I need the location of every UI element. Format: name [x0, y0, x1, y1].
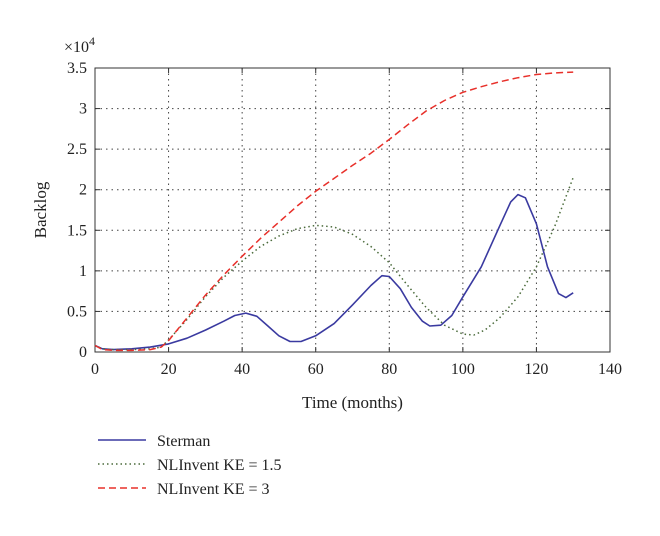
y-tick-label: 1.5: [67, 222, 87, 239]
y-tick-label: 2.5: [67, 141, 87, 158]
y-multiplier-label: ×104: [64, 34, 95, 56]
legend-label-3: NLInvent KE = 3: [157, 481, 270, 498]
series-lines: [94, 71, 574, 352]
x-axis-title: Time (months): [302, 393, 403, 412]
x-tick-label: 140: [598, 361, 622, 378]
y-tick-label: 3: [79, 101, 87, 118]
y-tick-label: 1: [79, 263, 87, 280]
x-tick-label: 20: [161, 361, 177, 378]
y-multiplier-exponent: 4: [89, 34, 95, 48]
x-tick-label: 0: [91, 361, 99, 378]
y-axis-title: Backlog: [31, 181, 50, 238]
y-tick-label: 0: [79, 344, 87, 361]
y-tick-label: 3.5: [67, 60, 87, 77]
x-tick-label: 40: [234, 361, 250, 378]
grid-lines: [95, 68, 610, 352]
legend-label-2: NLInvent KE = 1.5: [157, 457, 282, 474]
y-multiplier-base: ×10: [64, 39, 89, 56]
x-tick-label: 80: [381, 361, 397, 378]
plot-frame: [94, 67, 611, 353]
legend-label-1: Sterman: [157, 433, 210, 450]
series-line-1: [94, 193, 574, 351]
axis-ticks: 0 20 40 60 80 100 120 140 0 0.5 1 1.5 2 2.5 3 3.5: [67, 60, 622, 378]
x-tick-label: 60: [308, 361, 324, 378]
y-tick-label: 0.5: [67, 303, 87, 320]
y-tick-label: 2: [79, 182, 87, 199]
series-line-3: [94, 71, 574, 352]
x-tick-label: 120: [524, 361, 548, 378]
legend: Sterman NLInvent KE = 1.5 NLInvent KE = 3: [98, 433, 282, 498]
x-tick-label: 100: [451, 361, 475, 378]
